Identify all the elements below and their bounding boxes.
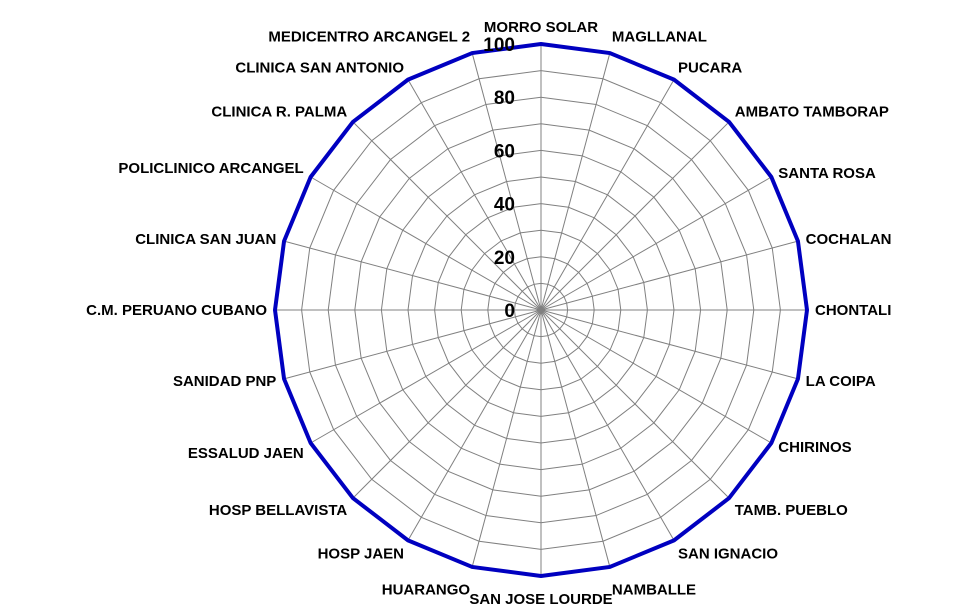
category-label: MAGLLANAL <box>612 28 707 45</box>
category-labels: MORRO SOLAR MAGLLANAL PUCARA AMBATO TAMBORA… <box>86 19 891 608</box>
category-label: SANTA ROSA <box>778 165 876 182</box>
grid-spoke <box>540 121 730 311</box>
grid-spokes <box>275 44 807 576</box>
radial-tick-label: 0 <box>504 301 515 322</box>
category-label: AMBATO TAMBORAP <box>735 103 889 120</box>
grid-spoke <box>540 79 675 311</box>
category-label: C.M. PERUANO CUBANO <box>86 302 267 319</box>
category-label: LA COIPA <box>806 373 876 390</box>
category-label: MEDICENTRO ARCANGEL 2 <box>268 28 470 45</box>
category-label: NAMBALLE <box>612 582 696 599</box>
series-layer <box>273 42 809 578</box>
grid-spoke <box>352 309 542 499</box>
category-label: ESSALUD JAEN <box>188 445 304 462</box>
category-label: MORRO SOLAR <box>484 19 598 36</box>
category-label: PUCARA <box>678 60 742 77</box>
grid-spoke <box>540 176 772 311</box>
grid-spoke <box>540 309 772 444</box>
grid-spoke <box>471 52 542 311</box>
category-label: POLICLINICO ARCANGEL <box>118 160 303 177</box>
category-label: SAN JOSE LOURDE <box>469 591 612 608</box>
grid-spoke <box>540 309 799 380</box>
category-label: CLINICA SAN ANTONIO <box>235 60 404 77</box>
grid-spoke <box>540 309 611 568</box>
category-label: HOSP BELLAVISTA <box>209 502 348 519</box>
category-label: CLINICA R. PALMA <box>211 103 347 120</box>
category-label: SANIDAD PNP <box>173 373 276 390</box>
grid-spoke <box>310 176 542 311</box>
category-label: HOSP JAEN <box>318 545 404 562</box>
radial-tick-label: 20 <box>494 248 515 269</box>
grid-spoke <box>407 309 542 541</box>
category-label: COCHALAN <box>806 231 892 248</box>
category-label: CLINICA SAN JUAN <box>135 231 276 248</box>
category-label: CHONTALI <box>815 302 891 319</box>
grid-spoke <box>283 240 542 311</box>
radial-tick-label: 100 <box>483 35 515 56</box>
category-label: TAMB. PUEBLO <box>735 502 848 519</box>
category-label: HUARANGO <box>382 582 471 599</box>
grid-spoke <box>407 79 542 311</box>
series-line <box>273 42 809 578</box>
category-label: SAN IGNACIO <box>678 545 778 562</box>
grid-spoke <box>283 309 542 380</box>
grid-spoke <box>540 240 799 311</box>
grid-spoke <box>310 309 542 444</box>
radial-tick-label: 60 <box>494 141 515 162</box>
radial-tick-labels: 0 20 40 60 80 100 <box>483 35 515 322</box>
grid-spoke <box>540 309 675 541</box>
category-label: CHIRINOS <box>778 439 851 456</box>
grid-spoke <box>540 52 611 311</box>
grid-spoke <box>352 121 542 311</box>
grid-spoke <box>471 309 542 568</box>
radial-tick-label: 80 <box>494 88 515 109</box>
radial-tick-label: 40 <box>494 195 515 216</box>
grid-spoke <box>540 309 730 499</box>
